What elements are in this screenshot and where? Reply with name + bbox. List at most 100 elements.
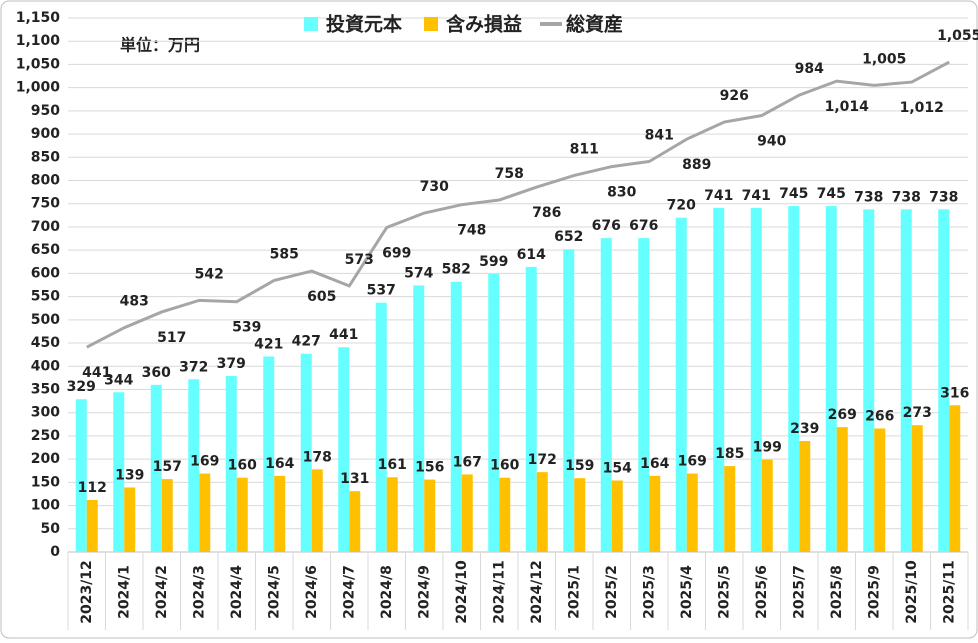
line-value-label: 748 [457, 223, 486, 239]
bar [863, 209, 875, 552]
legend-label: 投資元本 [326, 13, 402, 36]
bar-value-label: 427 [292, 334, 321, 350]
line-value-label: 1,055 [937, 28, 978, 44]
bar-value-label: 169 [190, 454, 219, 470]
bar [161, 479, 173, 552]
line-value-label: 517 [157, 330, 186, 346]
bar-value-label: 131 [340, 471, 369, 487]
bar [338, 347, 350, 552]
bar [911, 425, 923, 552]
bar-value-label: 172 [528, 452, 557, 468]
x-tick-label: 2024/3 [191, 565, 207, 619]
bar-value-label: 738 [892, 189, 921, 205]
bar [900, 209, 912, 552]
y-tick-label: 750 [31, 196, 60, 212]
bar-value-label: 379 [217, 356, 246, 372]
bar [199, 473, 211, 552]
bar [225, 376, 237, 552]
x-tick-label: 2024/8 [379, 565, 395, 619]
x-tick-label: 2024/4 [229, 565, 245, 619]
bar-value-label: 441 [329, 327, 358, 343]
bar-value-label: 537 [367, 283, 396, 299]
line [86, 60, 950, 349]
legend-label: 総資産 [566, 13, 623, 36]
y-tick-label: 1,100 [16, 33, 61, 49]
bar [263, 356, 275, 552]
bar [124, 487, 136, 552]
bar-value-label: 745 [817, 186, 846, 202]
line-value-label: 730 [420, 179, 449, 195]
bar-value-label: 112 [78, 480, 107, 496]
bar [311, 469, 323, 552]
bar-value-label: 273 [903, 405, 932, 421]
y-tick-label: 0 [50, 544, 60, 560]
bar-value-label: 745 [779, 186, 808, 202]
bar-value-label: 720 [667, 198, 696, 214]
bar [461, 474, 473, 552]
bar [649, 475, 661, 552]
bar-value-label: 738 [929, 189, 958, 205]
bar-value-label: 741 [742, 188, 771, 204]
y-tick-label: 450 [31, 335, 60, 351]
bar [750, 207, 762, 552]
y-tick-label: 950 [31, 103, 60, 119]
x-tick-label: 2025/11 [941, 560, 957, 624]
bar-value-label: 157 [153, 459, 182, 475]
bar [611, 480, 623, 552]
bar [349, 491, 361, 552]
bar-value-label: 599 [479, 254, 508, 270]
bar [75, 399, 87, 552]
bar [949, 405, 961, 552]
y-tick-label: 850 [31, 149, 60, 165]
x-tick-label: 2025/6 [754, 565, 770, 619]
x-tick-label: 2025/10 [904, 560, 920, 624]
y-tick-label: 250 [31, 428, 60, 444]
bar [563, 249, 575, 552]
bar [675, 217, 687, 553]
x-tick-label: 2024/2 [154, 565, 170, 619]
bar [488, 273, 500, 552]
y-tick-label: 100 [31, 498, 60, 514]
y-tick-label: 800 [31, 173, 60, 189]
bar-value-label: 199 [753, 440, 782, 456]
bar [450, 281, 462, 552]
bar [413, 285, 425, 552]
bar [874, 428, 886, 552]
bar-value-label: 169 [678, 454, 707, 470]
unit-annotation: 単位：万円 [120, 36, 200, 55]
bar [799, 441, 811, 552]
bar [938, 209, 950, 552]
bar [113, 392, 125, 552]
line-value-label: 542 [195, 266, 224, 282]
x-tick-label: 2025/2 [604, 565, 620, 619]
line-value-label: 940 [757, 134, 786, 150]
y-tick-label: 1,050 [16, 56, 61, 72]
legend-swatch [304, 17, 318, 31]
bar [761, 459, 773, 552]
bar [274, 475, 286, 552]
bar-value-label: 344 [104, 372, 133, 388]
x-tick-label: 2024/1 [116, 565, 132, 619]
bar-value-label: 178 [303, 449, 332, 465]
line-value-label: 441 [82, 365, 111, 381]
bar-value-label: 156 [415, 460, 444, 476]
y-tick-label: 1,150 [16, 10, 61, 26]
line-value-label: 573 [345, 252, 374, 268]
bar [574, 478, 586, 552]
x-tick-label: 2025/4 [679, 565, 695, 619]
bar-value-label: 421 [254, 337, 283, 353]
bar-value-label: 329 [67, 379, 96, 395]
bar-value-label: 652 [554, 229, 583, 245]
bar [188, 379, 200, 552]
y-tick-label: 500 [31, 312, 60, 328]
line-value-label: 786 [532, 205, 561, 221]
line-value-label: 758 [495, 166, 524, 182]
bar-value-label: 676 [592, 218, 621, 234]
bar-value-label: 159 [565, 458, 594, 474]
bar-value-label: 167 [453, 454, 482, 470]
bar-value-label: 738 [854, 189, 883, 205]
x-tick-label: 2025/5 [716, 565, 732, 619]
bar [375, 302, 387, 552]
bar [600, 238, 612, 552]
